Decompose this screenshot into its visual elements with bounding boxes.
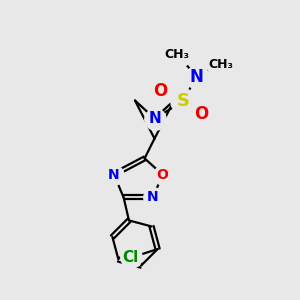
Text: N: N — [148, 111, 161, 126]
Text: CH₃: CH₃ — [208, 58, 233, 71]
Text: Cl: Cl — [122, 250, 139, 265]
Text: CH₃: CH₃ — [164, 47, 190, 61]
Text: N: N — [147, 190, 159, 204]
Text: O: O — [157, 168, 169, 182]
Text: O: O — [194, 105, 209, 123]
Text: O: O — [153, 82, 168, 100]
Text: N: N — [190, 68, 203, 85]
Text: N: N — [108, 168, 120, 182]
Text: S: S — [176, 92, 190, 110]
